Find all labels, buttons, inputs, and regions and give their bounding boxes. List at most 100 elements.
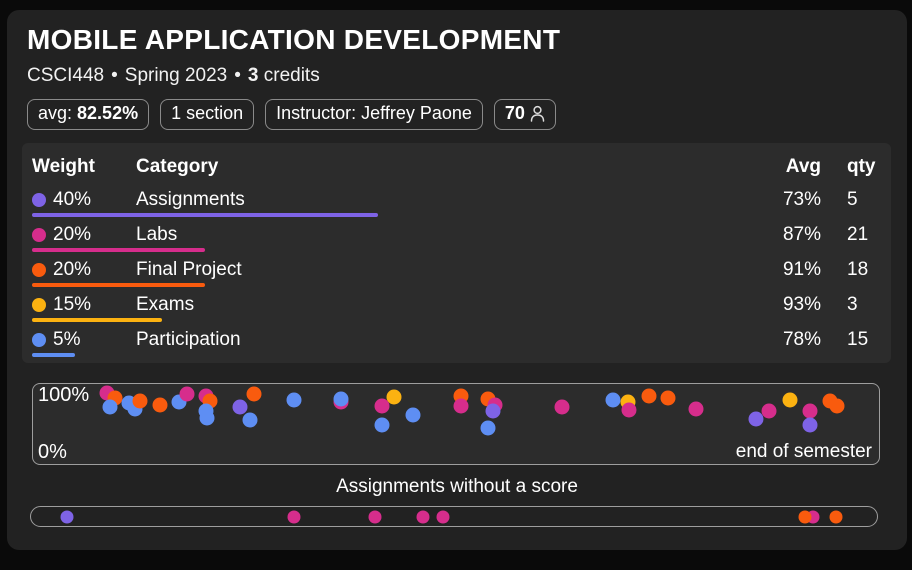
weight-bar [32, 318, 162, 322]
score-dot-assignments[interactable] [232, 399, 248, 415]
score-dot-participation[interactable] [405, 407, 421, 423]
table-row-assignments[interactable]: 40% Assignments 73% 5 [32, 182, 881, 217]
score-dot-participation[interactable] [374, 417, 390, 433]
unscored-dot-labs[interactable] [416, 510, 430, 523]
score-dot-final_project[interactable] [152, 397, 168, 413]
table-row-participation[interactable]: 5% Participation 78% 15 [32, 322, 881, 357]
course-card: MOBILE APPLICATION DEVELOPMENT CSCI448 • S… [7, 10, 907, 550]
score-dot-participation[interactable] [333, 391, 349, 407]
score-dot-labs[interactable] [688, 401, 704, 417]
score-dot-final_project[interactable] [246, 386, 262, 402]
score-dot-labs[interactable] [453, 398, 469, 414]
bullet-separator: • [111, 65, 118, 86]
weights-table: Weight Category Avg qty 40% Assignments … [22, 143, 891, 363]
col-header-weight: Weight [32, 156, 95, 177]
unscored-dot-final_project[interactable] [829, 510, 843, 523]
score-dot-labs[interactable] [179, 386, 195, 402]
weight-value: 40% [53, 188, 92, 210]
score-dot-labs[interactable] [761, 403, 777, 419]
score-dot-exams[interactable] [386, 389, 402, 405]
score-dot-participation[interactable] [242, 412, 258, 428]
score-dot-participation[interactable] [102, 399, 118, 415]
score-dot-final_project[interactable] [641, 388, 657, 404]
score-dot-final_project[interactable] [132, 393, 148, 409]
score-timeline-chart: 100% 0% end of semester [32, 383, 880, 465]
unscored-section-title: Assignments without a score [336, 476, 578, 497]
score-dot-assignments[interactable] [748, 411, 764, 427]
score-dot-assignments[interactable] [485, 403, 501, 419]
unscored-dot-labs[interactable] [287, 510, 301, 523]
score-dot-labs[interactable] [374, 398, 390, 414]
col-header-qty: qty [847, 156, 876, 177]
weight-value: 20% [53, 258, 92, 280]
score-dot-participation[interactable] [286, 392, 302, 408]
score-dot-labs[interactable] [554, 399, 570, 415]
avg-value: 78% [782, 328, 821, 350]
weights-table-header: Weight Category Avg qty [32, 152, 881, 182]
weight-value: 15% [53, 293, 92, 315]
table-row-labs[interactable]: 20% Labs 87% 21 [32, 217, 881, 252]
weight-bar [32, 353, 76, 357]
qty-value: 5 [847, 188, 858, 210]
category-dot [32, 297, 46, 312]
instructor-label: Instructor: Jeffrey Paone [276, 103, 472, 123]
category-label: Exams [136, 293, 195, 315]
qty-value: 3 [847, 293, 858, 315]
unscored-dot-final_project[interactable] [798, 510, 812, 523]
category-dot [32, 262, 46, 277]
score-dot-final_project[interactable] [829, 398, 845, 414]
unscored-dot-labs[interactable] [368, 510, 382, 523]
page-title: MOBILE APPLICATION DEVELOPMENT [27, 24, 561, 55]
score-dot-final_project[interactable] [660, 390, 676, 406]
score-dot-participation[interactable] [480, 420, 496, 436]
y-axis-max-label: 100% [38, 384, 90, 406]
category-dot [32, 192, 46, 207]
average-chip[interactable]: avg: 82.52% [27, 99, 150, 130]
credits-value: 3 [247, 65, 259, 86]
score-dot-participation[interactable] [605, 392, 620, 408]
unscored-dot-labs[interactable] [436, 510, 450, 523]
category-dot [32, 332, 46, 347]
avg-value: 73% [782, 188, 821, 210]
weight-value: 5% [53, 328, 81, 350]
category-label: Labs [136, 223, 178, 245]
category-label: Final Project [136, 258, 242, 280]
sections-chip[interactable]: 1 section [160, 99, 255, 130]
person-icon [530, 105, 545, 123]
weight-bar [32, 283, 205, 287]
course-subtitle: CSCI448 • Spring 2023 • 3 credits [27, 65, 887, 87]
col-header-category: Category [136, 156, 219, 177]
credits-label: credits [263, 65, 320, 86]
score-dot-participation[interactable] [199, 410, 215, 426]
category-dot [32, 227, 46, 242]
qty-value: 15 [847, 328, 869, 350]
score-dot-exams[interactable] [782, 392, 798, 408]
stats-chip-row: avg: 82.52% 1 section Instructor: Jeffre… [27, 99, 887, 130]
qty-value: 18 [847, 258, 869, 280]
score-dot-labs[interactable] [802, 403, 818, 419]
avg-value: 87% [782, 223, 821, 245]
avg-value: 82.52% [77, 103, 139, 123]
table-row-exams[interactable]: 15% Exams 93% 3 [32, 287, 881, 322]
weight-bar [32, 213, 378, 217]
avg-label: avg: [38, 103, 73, 123]
score-dot-assignments[interactable] [802, 417, 818, 433]
instructor-chip[interactable]: Instructor: Jeffrey Paone [265, 99, 483, 130]
y-axis-min-label: 0% [38, 441, 67, 463]
avg-value: 93% [782, 293, 821, 315]
x-axis-end-label: end of semester [735, 441, 872, 462]
table-row-final-project[interactable]: 20% Final Project 91% 18 [32, 252, 881, 287]
col-header-avg: Avg [785, 156, 821, 177]
course-term: Spring 2023 [124, 65, 228, 86]
weight-bar [32, 248, 205, 252]
unscored-timeline-strip [30, 506, 878, 527]
category-label: Participation [136, 328, 241, 350]
unscored-dot-assignments[interactable] [60, 510, 74, 523]
avg-value: 91% [782, 258, 821, 280]
enrollment-chip[interactable]: 70 [493, 99, 556, 130]
score-dot-labs[interactable] [621, 402, 637, 418]
weight-value: 20% [53, 223, 92, 245]
course-code: CSCI448 [27, 65, 105, 86]
qty-value: 21 [847, 223, 869, 245]
